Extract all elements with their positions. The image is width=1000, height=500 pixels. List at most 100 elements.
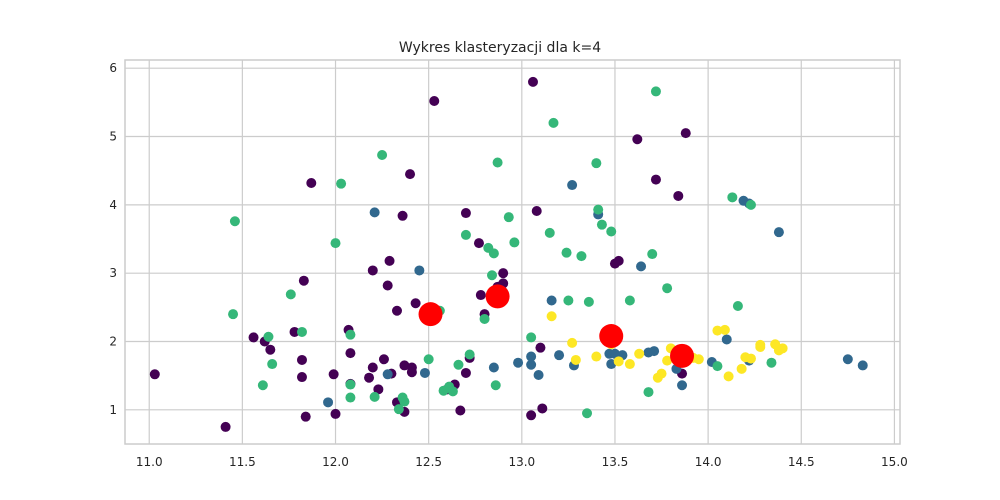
- centroid-point: [485, 284, 510, 309]
- data-point-cluster-2: [345, 392, 356, 403]
- data-point-cluster-0: [537, 403, 548, 414]
- data-point-cluster-2: [593, 204, 604, 215]
- data-point-cluster-0: [265, 344, 276, 355]
- data-point-cluster-3: [567, 337, 578, 348]
- y-tick-label: 3: [109, 266, 117, 280]
- data-point-cluster-1: [419, 367, 430, 378]
- data-point-cluster-1: [773, 227, 784, 238]
- data-point-cluster-0: [410, 298, 421, 309]
- data-point-cluster-0: [306, 177, 317, 188]
- data-point-cluster-2: [490, 380, 501, 391]
- data-point-cluster-2: [345, 329, 356, 340]
- data-point-cluster-2: [257, 380, 268, 391]
- y-tick-label: 5: [109, 130, 117, 144]
- data-point-cluster-2: [487, 270, 498, 281]
- data-point-cluster-2: [712, 361, 723, 372]
- data-point-cluster-1: [414, 265, 425, 276]
- x-axis-ticks: 11.0 11.5 12.0 12.5 13.0 13.5 14.0 14.5 15.0: [136, 455, 908, 469]
- data-point-cluster-2: [745, 199, 756, 210]
- data-point-cluster-1: [677, 380, 688, 391]
- data-point-cluster-3: [755, 339, 766, 350]
- data-point-cluster-2: [582, 408, 593, 419]
- data-point-cluster-2: [447, 386, 458, 397]
- data-point-cluster-0: [373, 384, 384, 395]
- x-tick-label: 11.5: [229, 455, 256, 469]
- chart-title: Wykres klasteryzacji dla k=4: [399, 40, 601, 56]
- data-point-cluster-0: [455, 405, 466, 416]
- y-tick-label: 1: [109, 403, 117, 417]
- data-point-cluster-2: [464, 349, 475, 360]
- data-point-cluster-1: [636, 261, 647, 272]
- centroid-point: [599, 324, 624, 349]
- data-point-cluster-2: [488, 248, 499, 259]
- data-point-cluster-0: [149, 369, 160, 380]
- data-point-cluster-2: [650, 86, 661, 97]
- x-tick-label: 11.0: [136, 455, 163, 469]
- data-point-cluster-3: [656, 368, 667, 379]
- data-point-cluster-0: [384, 255, 395, 266]
- data-point-cluster-0: [382, 280, 393, 291]
- data-point-cluster-2: [591, 158, 602, 169]
- data-point-cluster-2: [606, 226, 617, 237]
- data-point-cluster-2: [399, 396, 410, 407]
- data-point-cluster-0: [405, 169, 416, 180]
- data-point-cluster-0: [345, 348, 356, 359]
- data-point-cluster-2: [647, 249, 658, 260]
- data-point-cluster-2: [479, 313, 490, 324]
- data-point-cluster-3: [613, 356, 624, 367]
- data-point-cluster-2: [453, 359, 464, 370]
- data-point-cluster-2: [336, 178, 347, 189]
- x-tick-label: 15.0: [881, 455, 908, 469]
- data-point-cluster-2: [766, 357, 777, 368]
- data-point-cluster-0: [367, 265, 378, 276]
- data-point-cluster-1: [382, 369, 393, 380]
- data-point-cluster-2: [503, 212, 514, 223]
- data-point-cluster-0: [535, 342, 546, 353]
- data-point-cluster-2: [393, 404, 404, 415]
- data-point-cluster-3: [546, 311, 557, 322]
- data-point-cluster-0: [328, 369, 339, 380]
- data-point-cluster-1: [857, 360, 868, 371]
- data-point-cluster-3: [736, 363, 747, 374]
- y-tick-label: 6: [109, 61, 117, 75]
- data-point-cluster-3: [723, 371, 734, 382]
- data-point-cluster-3: [591, 351, 602, 362]
- data-point-cluster-0: [460, 208, 471, 219]
- data-point-cluster-2: [563, 295, 574, 306]
- data-point-cluster-0: [531, 206, 542, 217]
- centroid-point: [670, 343, 695, 368]
- data-point-cluster-1: [323, 397, 334, 408]
- data-point-cluster-2: [296, 326, 307, 337]
- data-point-cluster-3: [719, 324, 730, 335]
- data-point-cluster-1: [488, 362, 499, 373]
- data-point-cluster-1: [721, 334, 732, 345]
- centroid-point: [418, 302, 443, 327]
- data-point-cluster-2: [624, 295, 635, 306]
- data-point-cluster-0: [527, 76, 538, 87]
- data-point-cluster-1: [842, 354, 853, 365]
- data-points: [149, 76, 868, 432]
- data-point-cluster-2: [732, 300, 743, 311]
- data-point-cluster-0: [632, 134, 643, 145]
- plot-frame: [124, 59, 901, 445]
- x-tick-label: 14.0: [695, 455, 722, 469]
- data-point-cluster-0: [680, 128, 691, 139]
- data-point-cluster-2: [576, 251, 587, 262]
- data-point-cluster-0: [406, 367, 417, 378]
- data-point-cluster-0: [650, 174, 661, 185]
- data-point-cluster-2: [423, 354, 434, 365]
- data-point-cluster-2: [727, 192, 738, 203]
- data-point-cluster-0: [296, 354, 307, 365]
- y-tick-label: 4: [109, 198, 117, 212]
- data-point-cluster-2: [460, 229, 471, 240]
- data-point-cluster-0: [473, 238, 484, 249]
- data-point-cluster-1: [526, 359, 537, 370]
- data-point-cluster-2: [285, 289, 296, 300]
- data-point-cluster-2: [492, 157, 503, 168]
- data-point-cluster-2: [369, 391, 380, 402]
- data-point-cluster-3: [693, 354, 704, 365]
- data-point-cluster-2: [526, 332, 537, 343]
- data-point-cluster-1: [369, 207, 380, 218]
